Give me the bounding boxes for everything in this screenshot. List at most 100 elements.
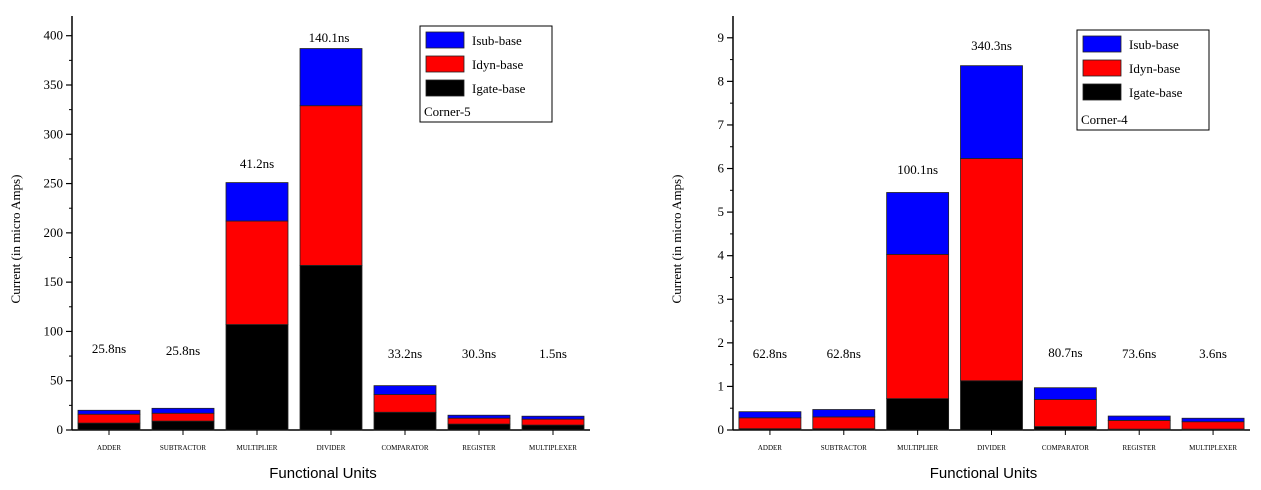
bar-annotation: 33.2ns <box>388 346 422 361</box>
y-axis-title: Current (in micro Amps) <box>8 175 23 304</box>
y-tick-label: 5 <box>718 204 725 219</box>
y-tick-label: 300 <box>44 126 64 141</box>
x-tick-label: DIVIDER <box>317 444 346 452</box>
y-axis-title: Current (in micro Amps) <box>669 175 684 304</box>
y-tick-label: 400 <box>44 28 64 43</box>
bar-annotation: 80.7ns <box>1048 345 1082 360</box>
bar-idyn-base-adder <box>77 413 141 424</box>
legend-swatch-igate-base <box>1082 83 1122 101</box>
bar-annotation: 41.2ns <box>240 156 274 171</box>
legend-swatch-idyn-base <box>1082 59 1122 77</box>
y-tick-label: 100 <box>44 323 64 338</box>
x-tick-label: REGISTER <box>462 444 496 452</box>
bar-idyn-base-multiplier <box>886 253 950 400</box>
bar-idyn-base-register <box>447 417 511 425</box>
x-tick-label: COMPARATOR <box>1042 444 1089 452</box>
bar-igate-base-adder <box>77 422 141 431</box>
x-tick-label: MULTIPLIER <box>237 444 278 452</box>
chart-panel-1: 0 50 100 150 200 250 300 350 400 ADDER SUBTRACTOR M… <box>8 16 590 482</box>
bar-idyn-base-comparator <box>1033 399 1097 427</box>
bar-annotation: 3.6ns <box>1199 346 1227 361</box>
x-tick-label: ADDER <box>758 444 782 452</box>
y-tick-label: 1 <box>718 378 725 393</box>
bar-idyn-base-subtractor <box>151 412 215 422</box>
bar-annotation: 25.8ns <box>92 341 126 356</box>
bar-igate-base-comparator <box>1033 426 1097 431</box>
legend-note: Corner-5 <box>424 104 471 119</box>
bar-igate-base-multiplier <box>886 398 950 431</box>
legend-label: Igate-base <box>472 81 526 96</box>
bar-annotation: 62.8ns <box>827 346 861 361</box>
x-tick-label: REGISTER <box>1122 444 1156 452</box>
bar-idyn-base-divider <box>299 105 363 266</box>
bar-isub-base-adder <box>77 409 141 415</box>
bar-isub-base-subtractor <box>151 407 215 414</box>
bar-annotation: 73.6ns <box>1122 346 1156 361</box>
bar-isub-base-multiplexer <box>521 415 585 420</box>
legend-label: Isub-base <box>1129 37 1179 52</box>
y-tick-label: 9 <box>718 30 725 45</box>
bar-annotation: 62.8ns <box>753 346 787 361</box>
y-tick-label: 4 <box>718 248 725 263</box>
y-tick-label: 3 <box>718 291 725 306</box>
bar-idyn-base-comparator <box>373 394 437 413</box>
bar-igate-base-register <box>447 423 511 431</box>
x-tick-label: SUBTRACTOR <box>821 444 867 452</box>
chart-panel-2: 0 1 2 3 4 5 6 7 8 9 ADDER SUBTRACTOR MULTIPLIER DIVID… <box>669 16 1250 482</box>
y-tick-label: 350 <box>44 77 64 92</box>
y-tick-label: 0 <box>718 422 725 437</box>
legend-label: Idyn-base <box>472 57 523 72</box>
x-tick-label: MULTIPLIER <box>897 444 938 452</box>
bar-igate-base-divider <box>960 380 1023 431</box>
bar-annotation: 1.5ns <box>539 346 567 361</box>
bar-isub-base-multiplier <box>225 182 289 222</box>
bar-isub-base-subtractor <box>812 409 876 418</box>
bar-idyn-base-multiplier <box>225 220 289 325</box>
y-tick-label: 200 <box>44 225 64 240</box>
y-tick-label: 7 <box>718 117 725 132</box>
bar-igate-base-subtractor <box>151 420 215 431</box>
bar-isub-base-multiplexer <box>1181 417 1245 423</box>
bar-idyn-base-subtractor <box>812 416 876 430</box>
bar-annotation: 30.3ns <box>462 346 496 361</box>
bar-isub-base-comparator <box>1033 387 1097 400</box>
bar-isub-base-register <box>447 414 511 419</box>
bar-isub-base-comparator <box>373 385 437 395</box>
bar-idyn-base-divider <box>960 158 1023 382</box>
x-tick-label: COMPARATOR <box>381 444 428 452</box>
bar-idyn-base-register <box>1107 420 1171 430</box>
y-tick-label: 0 <box>57 422 64 437</box>
legend-swatch-idyn-base <box>425 55 465 73</box>
legend-swatch-igate-base <box>425 79 465 97</box>
bar-igate-base-multiplier <box>225 324 289 431</box>
bar-isub-base-adder <box>738 411 802 419</box>
bar-igate-base-multiplexer <box>521 424 585 431</box>
y-tick-label: 6 <box>718 161 725 176</box>
bar-idyn-base-adder <box>738 417 802 430</box>
bar-isub-base-register <box>1107 415 1171 421</box>
legend-note: Corner-4 <box>1081 112 1128 127</box>
x-axis-title: Functional Units <box>269 465 377 482</box>
bar-annotation: 340.3ns <box>971 38 1012 53</box>
x-tick-label: SUBTRACTOR <box>160 444 206 452</box>
legend-swatch-isub-base <box>1082 35 1122 53</box>
y-tick-label: 8 <box>718 73 725 88</box>
bar-annotation: 140.1ns <box>309 30 350 45</box>
legend-label: Igate-base <box>1129 85 1183 100</box>
bar-igate-base-comparator <box>373 411 437 431</box>
bar-isub-base-multiplier <box>886 192 950 255</box>
x-axis-title: Functional Units <box>930 465 1038 482</box>
y-tick-label: 150 <box>44 274 64 289</box>
legend-swatch-isub-base <box>425 31 465 49</box>
x-tick-label: DIVIDER <box>977 444 1006 452</box>
bar-igate-base-divider <box>299 264 363 431</box>
x-tick-label: ADDER <box>97 444 121 452</box>
bar-annotation: 100.1ns <box>897 162 938 177</box>
x-tick-label: MULTIPLEXER <box>529 444 577 452</box>
bar-annotation: 25.8ns <box>166 343 200 358</box>
y-tick-label: 2 <box>718 335 725 350</box>
legend-label: Idyn-base <box>1129 61 1180 76</box>
